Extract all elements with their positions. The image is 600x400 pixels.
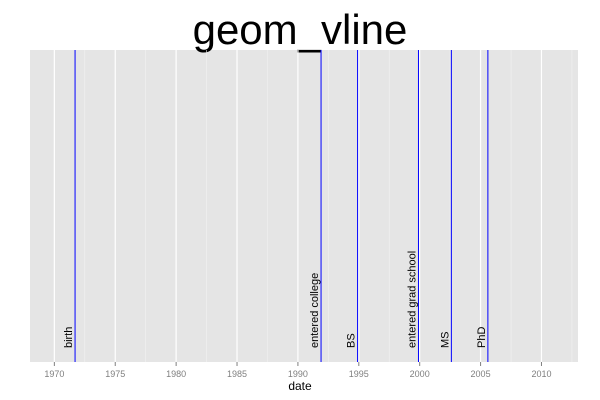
x-tick-label: 1990 — [288, 369, 308, 379]
vline-label: MS — [439, 332, 451, 349]
vline-label: BS — [346, 333, 358, 348]
vline-label: PhD — [476, 327, 488, 348]
x-tick-label: 2000 — [410, 369, 430, 379]
x-tick-label: 2005 — [471, 369, 491, 379]
x-tick-label: 1970 — [44, 369, 64, 379]
vline-label: birth — [63, 327, 75, 348]
x-tick-label: 2010 — [531, 369, 551, 379]
plot-panel — [30, 50, 578, 362]
x-tick-label: 1985 — [227, 369, 247, 379]
x-tick-label: 1975 — [105, 369, 125, 379]
x-tick-label: 1980 — [166, 369, 186, 379]
vline-label: entered grad school — [406, 251, 418, 348]
vline-label: entered college — [309, 273, 321, 348]
chart-title: geom_vline — [193, 6, 408, 53]
x-tick-label: 1995 — [349, 369, 369, 379]
x-axis-label: date — [288, 379, 312, 393]
